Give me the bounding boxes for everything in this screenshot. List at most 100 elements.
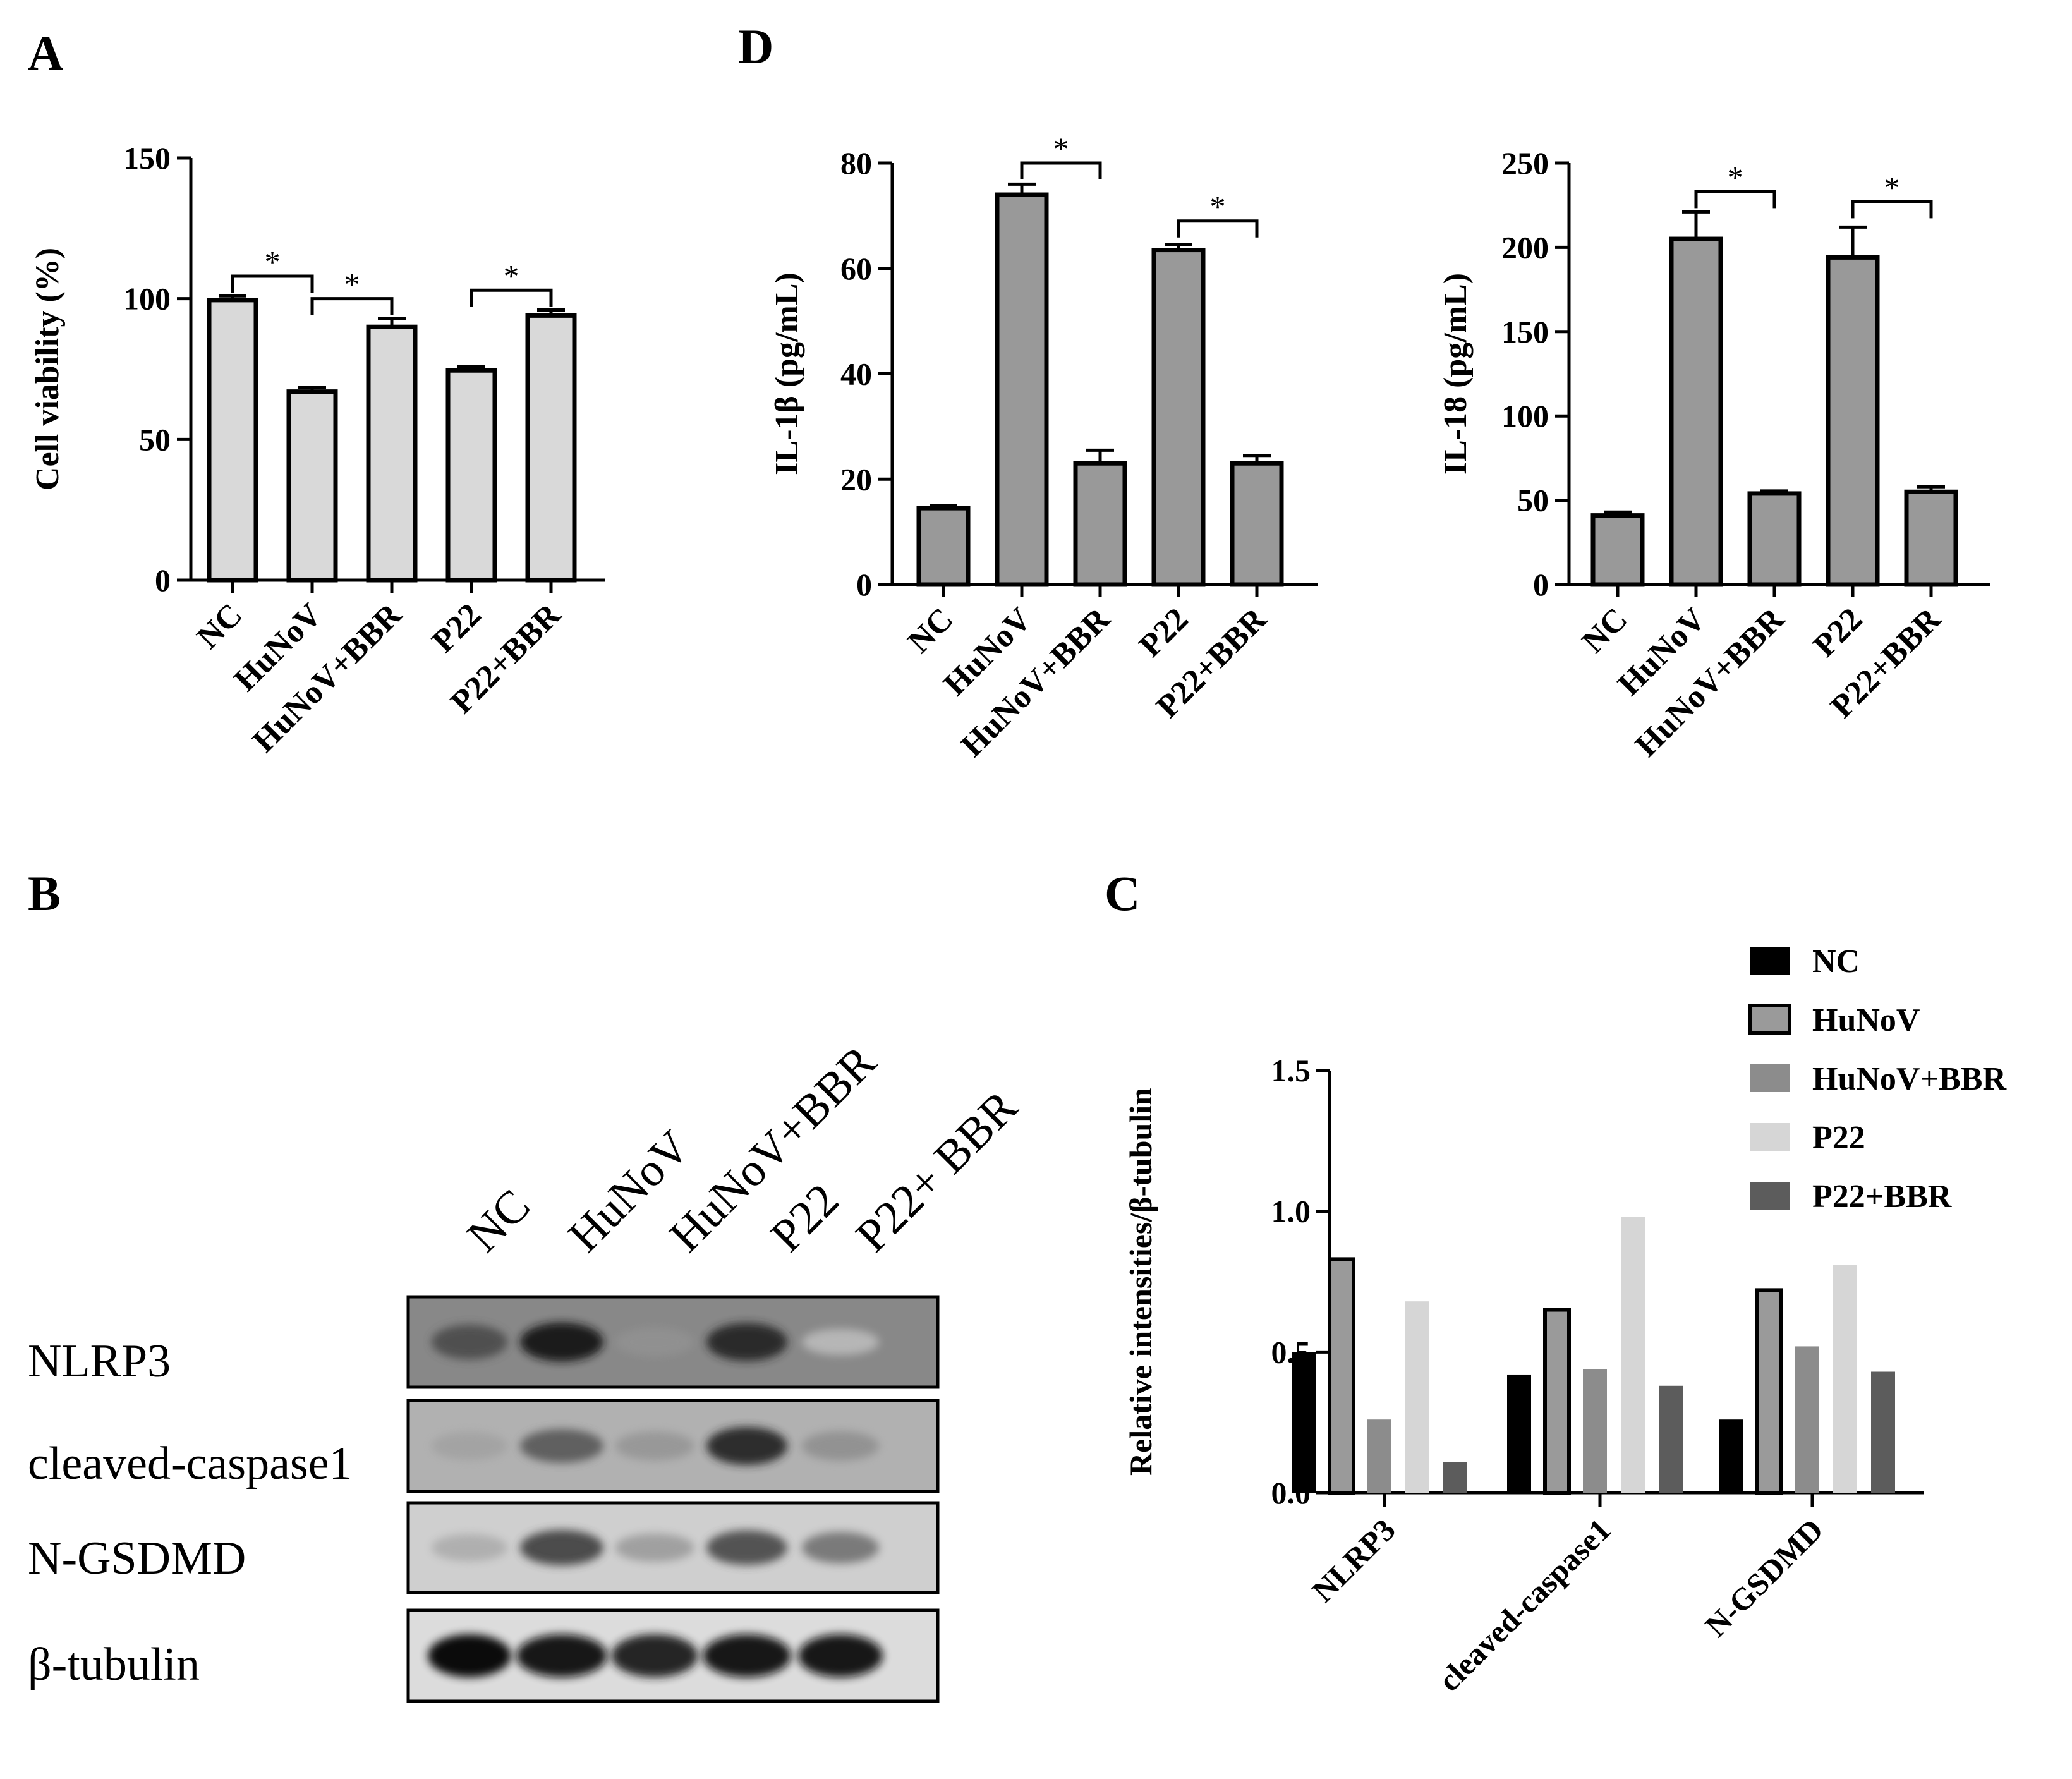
bar-nlrp3-p22 bbox=[1405, 1301, 1429, 1493]
legend-swatch-p22-bbr bbox=[1750, 1182, 1790, 1210]
y-tick-label: 0 bbox=[155, 562, 171, 598]
legend-label-p22: P22 bbox=[1812, 1120, 1865, 1156]
bar-nlrp3-nc bbox=[1292, 1352, 1316, 1493]
significance-bracket bbox=[1851, 200, 1933, 219]
legend: NC HuNoV HuNoV+BBR P22 P22+BBR bbox=[1748, 944, 2007, 1215]
blot-band bbox=[520, 1529, 603, 1566]
blot-band bbox=[798, 1634, 883, 1677]
blot-band bbox=[706, 1323, 787, 1361]
y-tick-label: 100 bbox=[123, 281, 171, 317]
significance-star: * bbox=[1728, 159, 1743, 195]
bar-cleaved-caspase1-p22-bbr bbox=[1659, 1385, 1683, 1493]
legend-label-hunov-bbr: HuNoV+BBR bbox=[1812, 1061, 2007, 1097]
bar-nc bbox=[207, 298, 258, 583]
bar-p22 bbox=[1826, 255, 1880, 587]
panel-label-b: B bbox=[28, 866, 61, 921]
blot-band bbox=[802, 1431, 879, 1461]
y-tick-label: 0 bbox=[1533, 567, 1549, 602]
bar-p22-bbr bbox=[1904, 489, 1958, 587]
bar-n-gsdmd-hunov-bbr bbox=[1795, 1346, 1819, 1493]
significance-bracket bbox=[1177, 219, 1259, 238]
bar-p22 bbox=[445, 368, 497, 583]
significance-star: * bbox=[344, 267, 360, 302]
y-tick-label: 50 bbox=[139, 422, 171, 457]
bar-hunov-bbr bbox=[366, 324, 418, 583]
blot-band bbox=[520, 1429, 603, 1463]
blot-band bbox=[706, 1530, 787, 1565]
bar-p22 bbox=[1151, 248, 1206, 587]
y-tick-label: 150 bbox=[123, 140, 171, 176]
bar-p22-bbr bbox=[1230, 461, 1284, 587]
blot-row-label-beta-tubulin: β-tubulin bbox=[28, 1639, 200, 1691]
blot-band bbox=[520, 1322, 603, 1362]
legend-swatch-hunov-bbr bbox=[1750, 1064, 1790, 1092]
bar-hunov-bbr bbox=[1073, 461, 1127, 587]
legend-label-p22-bbr: P22+BBR bbox=[1812, 1179, 1953, 1215]
blot-band bbox=[611, 1634, 698, 1677]
legend-label-hunov: HuNoV bbox=[1812, 1002, 1920, 1038]
significance-bracket bbox=[1694, 190, 1776, 209]
panel-label-d: D bbox=[738, 19, 773, 74]
blot-row-label-n-gsdmd: N-GSDMD bbox=[28, 1533, 246, 1584]
y-tick-label: 80 bbox=[840, 145, 872, 181]
blot-row-label-nlrp3: NLRP3 bbox=[28, 1335, 171, 1387]
blot-band bbox=[516, 1634, 607, 1677]
bar-nlrp3-p22-bbr bbox=[1443, 1462, 1467, 1493]
bar-n-gsdmd-p22-bbr bbox=[1871, 1371, 1895, 1493]
significance-star: * bbox=[1053, 131, 1069, 166]
bar-nc bbox=[1590, 513, 1645, 587]
blot-band bbox=[615, 1327, 694, 1357]
significance-star: * bbox=[1884, 169, 1900, 205]
y-axis-label: Cell viability (%) bbox=[30, 248, 66, 490]
significance-bracket bbox=[310, 297, 394, 315]
y-tick-label: 100 bbox=[1501, 398, 1549, 434]
significance-star: * bbox=[504, 258, 519, 293]
bar-nc bbox=[916, 506, 971, 587]
blot-band bbox=[615, 1431, 694, 1460]
y-tick-label: 20 bbox=[840, 461, 872, 497]
blot-band bbox=[428, 1634, 511, 1677]
y-tick-label: 50 bbox=[1517, 483, 1549, 518]
blot-band bbox=[432, 1324, 507, 1360]
panel-label-a: A bbox=[28, 25, 63, 80]
y-tick-label: 1.0 bbox=[1271, 1194, 1311, 1229]
bar-hunov-bbr bbox=[1747, 491, 1802, 587]
legend-swatch-p22 bbox=[1750, 1123, 1790, 1151]
bar-hunov bbox=[1669, 236, 1723, 587]
y-axis-label: Relative intensities/β-tubulin bbox=[1123, 1088, 1158, 1476]
bar-n-gsdmd-p22 bbox=[1833, 1265, 1857, 1493]
y-tick-label: 0 bbox=[856, 567, 872, 602]
blot-band bbox=[703, 1634, 791, 1677]
significance-bracket bbox=[1020, 161, 1102, 179]
y-tick-label: 250 bbox=[1501, 145, 1549, 181]
y-axis-label: IL-18 (pg/mL) bbox=[1438, 273, 1474, 475]
y-axis-label: IL-1β (pg/mL) bbox=[769, 272, 805, 475]
bar-nlrp3-hunov-bbr bbox=[1367, 1419, 1391, 1493]
legend-swatch-nc bbox=[1750, 947, 1790, 975]
y-tick-label: 150 bbox=[1501, 314, 1549, 349]
panel-label-c: C bbox=[1105, 866, 1140, 921]
bar-hunov bbox=[995, 192, 1049, 587]
bar-cleaved-caspase1-hunov bbox=[1543, 1308, 1571, 1495]
bar-n-gsdmd-hunov bbox=[1755, 1288, 1783, 1495]
y-tick-label: 40 bbox=[840, 356, 872, 392]
blot-band bbox=[802, 1328, 879, 1356]
bar-nlrp3-hunov bbox=[1328, 1257, 1355, 1495]
blot-band bbox=[706, 1426, 787, 1466]
bar-p22-bbr bbox=[525, 313, 577, 583]
y-tick-label: 60 bbox=[840, 251, 872, 286]
y-tick-label: 1.5 bbox=[1271, 1053, 1311, 1088]
significance-star: * bbox=[265, 244, 281, 279]
significance-star: * bbox=[1210, 189, 1226, 224]
y-tick-label: 200 bbox=[1501, 229, 1549, 265]
blot-band bbox=[432, 1431, 507, 1460]
legend-label-nc: NC bbox=[1812, 944, 1860, 980]
significance-bracket bbox=[470, 288, 553, 307]
blot-band bbox=[615, 1533, 694, 1562]
bar-n-gsdmd-nc bbox=[1719, 1419, 1743, 1493]
significance-bracket bbox=[231, 274, 314, 293]
bar-cleaved-caspase1-hunov-bbr bbox=[1583, 1369, 1607, 1493]
blot-band bbox=[432, 1534, 507, 1562]
bar-cleaved-caspase1-p22 bbox=[1621, 1217, 1645, 1493]
